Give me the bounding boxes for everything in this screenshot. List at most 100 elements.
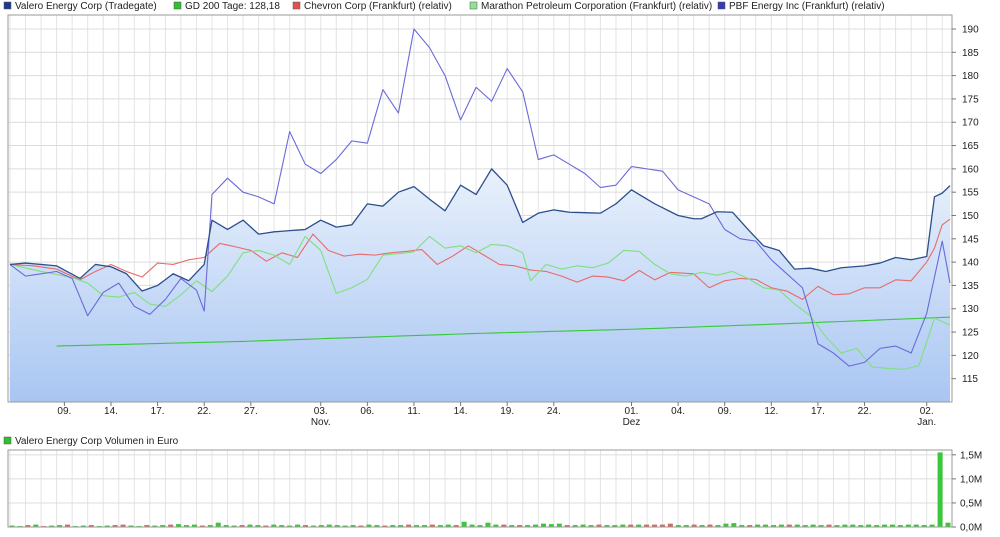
- volume-bar: [326, 524, 332, 527]
- volume-bar: [929, 524, 935, 527]
- volume-bar: [858, 525, 864, 527]
- volume-bar: [556, 523, 562, 527]
- volume-bar: [675, 525, 681, 527]
- volume-bar: [247, 524, 253, 527]
- legend-label: Marathon Petroleum Corporation (Frankfur…: [481, 1, 712, 12]
- legend-swatch: [469, 1, 478, 10]
- volume-bar: [778, 524, 784, 527]
- volume-bar: [763, 524, 769, 527]
- volume-bar: [921, 525, 927, 527]
- volume-bar: [818, 525, 824, 527]
- volume-bar: [279, 525, 285, 527]
- volume-bar: [683, 525, 689, 527]
- volume-bar: [564, 525, 570, 527]
- legend-swatch: [173, 1, 182, 10]
- volume-bar: [548, 524, 554, 527]
- y-tick-label: 190: [962, 24, 979, 35]
- x-tick-label: 12.: [764, 406, 778, 417]
- volume-bar: [834, 525, 840, 527]
- volume-bar: [199, 525, 205, 527]
- y-tick-label: 180: [962, 71, 979, 82]
- x-tick-label: 09.: [718, 406, 732, 417]
- volume-bar: [223, 525, 229, 527]
- volume-bar: [810, 524, 816, 527]
- y-tick-label: 120: [962, 351, 979, 362]
- volume-bar: [477, 525, 483, 527]
- series-line-gd200: [56, 316, 951, 347]
- volume-bar: [112, 525, 118, 527]
- volume-y-tick-label: 1,5M: [960, 450, 982, 461]
- volume-bar: [945, 522, 951, 527]
- volume-bar: [826, 524, 832, 527]
- volume-bar: [493, 524, 499, 527]
- volume-bar: [850, 524, 856, 527]
- legend-item-valero: Valero Energy Corp (Tradegate): [3, 1, 157, 12]
- volume-bar: [628, 524, 634, 527]
- volume-bar: [358, 525, 364, 527]
- volume-y-tick-label: 0,0M: [960, 523, 982, 534]
- volume-bar: [231, 525, 237, 527]
- x-tick-month-label: Dez: [623, 417, 641, 428]
- x-tick-month-label: Nov.: [311, 417, 331, 428]
- x-tick-label: 27.: [244, 406, 258, 417]
- y-tick-label: 175: [962, 94, 979, 105]
- y-tick-label: 185: [962, 48, 979, 59]
- y-tick-label: 115: [962, 374, 978, 385]
- volume-bar: [160, 525, 166, 527]
- volume-bar: [620, 524, 626, 527]
- x-tick-label: 04.: [671, 406, 685, 417]
- y-tick-label: 140: [962, 258, 979, 269]
- volume-bar: [501, 524, 507, 527]
- legend-item-chevron: Chevron Corp (Frankfurt) (relativ): [292, 1, 452, 12]
- volume-bar: [874, 525, 880, 527]
- volume-bar: [525, 525, 531, 527]
- legend-label: GD 200 Tage: 128,18: [185, 1, 280, 12]
- legend-item-marathon: Marathon Petroleum Corporation (Frankfur…: [469, 1, 712, 12]
- volume-bar: [794, 524, 800, 527]
- legend-label: Chevron Corp (Frankfurt) (relativ): [304, 1, 452, 12]
- y-tick-label: 160: [962, 164, 979, 175]
- volume-bar: [207, 525, 213, 527]
- y-tick-label: 145: [962, 234, 979, 245]
- volume-bar: [57, 525, 63, 527]
- volume-bar: [897, 525, 903, 527]
- y-tick-label: 135: [962, 281, 979, 292]
- volume-bar: [517, 525, 523, 527]
- volume-bar: [255, 525, 261, 527]
- volume-bar: [128, 525, 134, 527]
- price-area: [10, 168, 950, 402]
- volume-bar: [802, 525, 808, 527]
- x-tick-label: 22.: [858, 406, 872, 417]
- x-tick-label: 17.: [811, 406, 825, 417]
- legend-swatch: [292, 1, 301, 10]
- volume-bar: [120, 524, 126, 527]
- volume-bar: [636, 524, 642, 527]
- x-tick-label: 06.: [360, 406, 374, 417]
- y-tick-label: 130: [962, 304, 979, 315]
- volume-plot-frame: [7, 449, 953, 528]
- y-tick-label: 125: [962, 328, 979, 339]
- volume-bar: [398, 525, 404, 527]
- legend-item-pbf: PBF Energy Inc (Frankfurt) (relativ): [717, 1, 885, 12]
- volume-bar: [580, 524, 586, 527]
- volume-bar: [414, 525, 420, 527]
- volume-bar: [176, 524, 182, 527]
- y-tick-label: 170: [962, 118, 979, 129]
- y-tick-label: 150: [962, 211, 979, 222]
- volume-bar: [429, 524, 435, 527]
- volume-bar: [469, 524, 475, 527]
- volume-bar: [691, 524, 697, 527]
- volume-bar: [33, 524, 39, 527]
- price-legend: Valero Energy Corp (Tradegate) GD 200 Tag…: [3, 1, 885, 12]
- volume-grid: [8, 450, 952, 528]
- x-tick-label: 02.: [920, 406, 934, 417]
- volume-bar: [263, 525, 269, 527]
- x-tick-label: 14.: [454, 406, 468, 417]
- volume-bar: [699, 525, 705, 527]
- volume-bar: [770, 525, 776, 527]
- volume-bar: [747, 525, 753, 527]
- volume-bar: [715, 525, 721, 527]
- volume-bar: [659, 524, 665, 527]
- volume-bar: [889, 524, 895, 527]
